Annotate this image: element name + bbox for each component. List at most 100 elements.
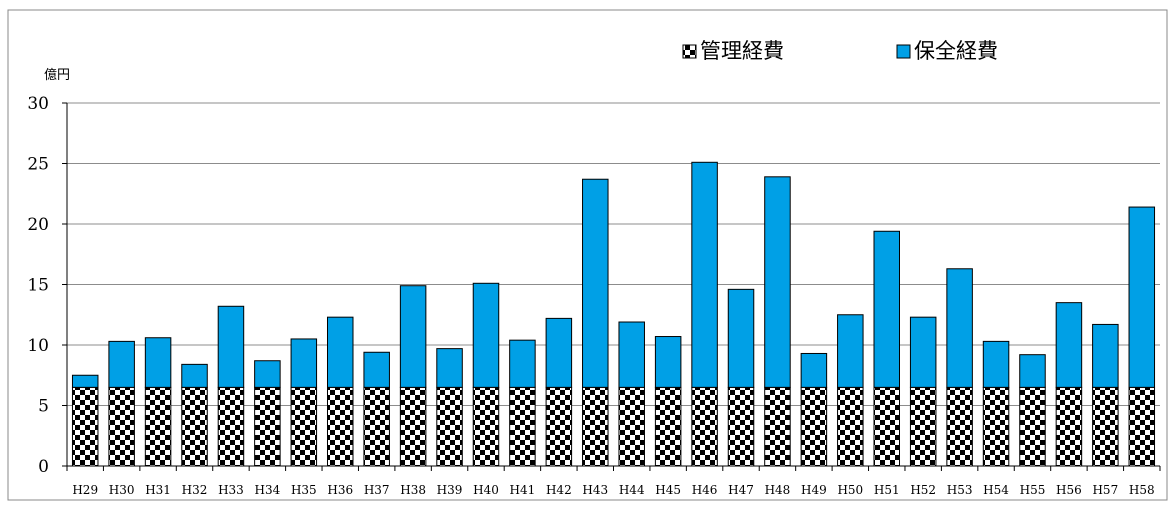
bar-management-H52 xyxy=(909,386,937,467)
y-tick-label: 5 xyxy=(38,397,49,417)
bar-maintenance-H40 xyxy=(472,282,500,388)
x-tick-label: H54 xyxy=(983,483,1009,497)
bar-management-H54 xyxy=(982,386,1010,467)
bar-management-H48 xyxy=(764,386,791,467)
x-tick-label: H41 xyxy=(510,483,536,497)
x-tick-label: H29 xyxy=(72,483,98,497)
x-tick-label: H32 xyxy=(182,483,208,497)
bar-management-H58 xyxy=(1128,386,1156,467)
y-tick-label: 15 xyxy=(27,276,49,296)
bar-maintenance-H57 xyxy=(1092,323,1119,388)
bar-management-H42 xyxy=(545,386,573,467)
bar-maintenance-H43 xyxy=(582,178,609,388)
bar-maintenance-H54 xyxy=(982,340,1010,388)
x-tick-label: H56 xyxy=(1056,483,1082,497)
x-tick-label: H48 xyxy=(765,483,791,497)
bar-maintenance-H30 xyxy=(108,340,135,388)
x-tick-label: H31 xyxy=(145,483,171,497)
bar-maintenance-H50 xyxy=(837,314,864,388)
bar-management-H50 xyxy=(837,386,864,467)
bar-maintenance-H56 xyxy=(1055,302,1083,388)
bar-management-H29 xyxy=(71,386,99,467)
bar-management-H57 xyxy=(1092,386,1119,467)
bar-management-H35 xyxy=(290,386,318,467)
bar-maintenance-H38 xyxy=(399,285,427,388)
x-tick-label: H40 xyxy=(473,483,499,497)
bar-maintenance-H32 xyxy=(181,363,208,388)
legend-swatch-management xyxy=(682,44,697,59)
x-tick-label: H30 xyxy=(109,483,135,497)
bar-maintenance-H29 xyxy=(71,374,99,388)
y-tick-label: 10 xyxy=(27,336,49,356)
bar-maintenance-H39 xyxy=(436,348,463,388)
bar-maintenance-H33 xyxy=(217,305,245,388)
x-tick-label: H49 xyxy=(801,483,827,497)
legend-swatch-maintenance xyxy=(896,44,911,59)
bar-management-H38 xyxy=(399,386,427,467)
x-tick-label: H38 xyxy=(400,483,426,497)
bar-management-H44 xyxy=(618,386,645,467)
bar-maintenance-H51 xyxy=(873,230,901,388)
x-tick-label: H39 xyxy=(437,483,463,497)
bar-management-H33 xyxy=(217,386,245,467)
x-tick-label: H58 xyxy=(1129,483,1155,497)
bar-management-H31 xyxy=(144,386,172,467)
bar-maintenance-H45 xyxy=(654,336,682,388)
bar-maintenance-H55 xyxy=(1019,354,1046,388)
y-tick-label: 0 xyxy=(38,457,49,477)
x-tick-label: H33 xyxy=(218,483,244,497)
bar-maintenance-H36 xyxy=(326,316,354,388)
x-tick-label: H42 xyxy=(546,483,572,497)
x-tick-label: H36 xyxy=(327,483,353,497)
bar-maintenance-H52 xyxy=(909,316,937,388)
bar-maintenance-H48 xyxy=(764,176,791,388)
x-tick-label: H37 xyxy=(364,483,390,497)
x-tick-label: H47 xyxy=(728,483,754,497)
bar-management-H41 xyxy=(509,386,536,467)
bar-maintenance-H49 xyxy=(800,352,828,388)
bar-management-H45 xyxy=(654,386,682,467)
bar-management-H30 xyxy=(108,386,135,467)
bar-management-H34 xyxy=(254,386,281,467)
bar-maintenance-H35 xyxy=(290,338,318,388)
bar-maintenance-H58 xyxy=(1128,206,1156,388)
bar-management-H36 xyxy=(326,386,354,467)
bar-maintenance-H31 xyxy=(144,337,172,388)
bar-management-H40 xyxy=(472,386,500,467)
bar-maintenance-H34 xyxy=(254,360,281,388)
legend-label-management: 管理経費 xyxy=(700,39,784,63)
bar-management-H49 xyxy=(800,386,828,467)
x-tick-label: H50 xyxy=(837,483,863,497)
bar-management-H43 xyxy=(582,386,609,467)
legend: 管理経費 保全経費 xyxy=(682,39,998,63)
bar-management-H56 xyxy=(1055,386,1083,467)
x-tick-label: H53 xyxy=(947,483,973,497)
x-tick-label: H46 xyxy=(692,483,718,497)
x-tick-label: H57 xyxy=(1092,483,1118,497)
x-tick-label: H52 xyxy=(910,483,936,497)
legend-label-maintenance: 保全経費 xyxy=(914,39,998,63)
bar-maintenance-H44 xyxy=(618,321,645,388)
y-unit-label: 億円 xyxy=(44,67,70,83)
bar-management-H39 xyxy=(436,386,463,467)
bar-maintenance-H47 xyxy=(727,288,755,388)
bar-maintenance-H41 xyxy=(509,339,536,388)
x-tick-label: H43 xyxy=(582,483,608,497)
y-tick-label: 20 xyxy=(27,215,49,235)
bar-maintenance-H42 xyxy=(545,317,573,388)
bar-management-H47 xyxy=(727,386,755,467)
bar-maintenance-H46 xyxy=(691,161,718,388)
bar-management-H51 xyxy=(873,386,901,467)
bar-maintenance-H53 xyxy=(946,268,973,388)
bar-management-H53 xyxy=(946,386,973,467)
x-tick-label: H44 xyxy=(619,483,645,497)
bar-management-H32 xyxy=(181,386,208,467)
bar-management-H55 xyxy=(1019,386,1046,467)
bar-maintenance-H37 xyxy=(363,351,390,388)
y-tick-label: 25 xyxy=(27,155,49,175)
bar-management-H37 xyxy=(363,386,390,467)
bar-management-H46 xyxy=(691,386,718,467)
x-tick-label: H45 xyxy=(655,483,681,497)
